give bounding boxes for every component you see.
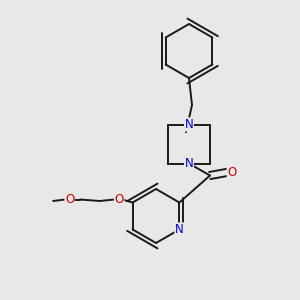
Text: N: N <box>184 157 194 170</box>
Text: O: O <box>65 193 74 206</box>
Text: O: O <box>227 166 236 179</box>
Text: O: O <box>115 193 124 206</box>
Text: N: N <box>184 118 194 131</box>
Text: N: N <box>175 223 184 236</box>
